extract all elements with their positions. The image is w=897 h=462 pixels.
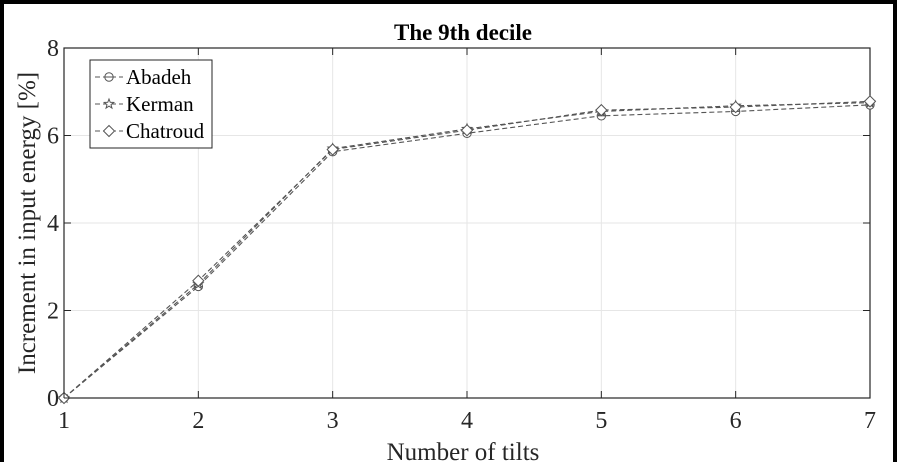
y-tick-label: 4 bbox=[47, 211, 59, 237]
data-point-chatroud bbox=[595, 103, 608, 117]
y-tick-label: 8 bbox=[47, 36, 59, 62]
legend-item: Chatroud bbox=[95, 119, 205, 143]
legend-item: Kerman bbox=[95, 92, 194, 116]
legend-marker bbox=[102, 97, 116, 110]
x-axis-label: Number of tilts bbox=[387, 439, 540, 462]
legend-label: Chatroud bbox=[126, 119, 205, 143]
x-tick-label: 3 bbox=[327, 408, 339, 434]
series-layer bbox=[57, 95, 877, 405]
y-tick-label: 6 bbox=[47, 124, 59, 150]
y-tick-label: 0 bbox=[47, 386, 59, 412]
x-tick-label: 5 bbox=[595, 408, 607, 434]
x-tick-label: 2 bbox=[192, 408, 204, 434]
chart-title: The 9th decile bbox=[394, 20, 532, 45]
legend-label: Kerman bbox=[126, 92, 194, 116]
legend-marker bbox=[102, 124, 116, 138]
tick-labels: 1 2 3 4 5 6 7 0 2 4 6 8 bbox=[47, 36, 876, 434]
data-point-chatroud bbox=[460, 124, 474, 137]
data-point-chatroud bbox=[863, 95, 877, 108]
legend-marker bbox=[104, 72, 114, 82]
data-point-chatroud bbox=[729, 100, 742, 114]
y-axis-label: Increment in input energy [%] bbox=[14, 72, 41, 374]
data-point-chatroud bbox=[326, 143, 339, 156]
x-tick-label: 1 bbox=[58, 408, 70, 434]
x-tick-label: 6 bbox=[730, 408, 742, 434]
legend: Abadeh Kerman Chatroud bbox=[89, 59, 213, 149]
legend-label: Abadeh bbox=[126, 65, 192, 89]
y-tick-label: 2 bbox=[47, 299, 59, 325]
series-chatroud bbox=[57, 95, 877, 405]
legend-item: Abadeh bbox=[95, 65, 192, 89]
x-tick-label: 4 bbox=[461, 408, 473, 434]
data-point-chatroud bbox=[192, 274, 205, 287]
x-tick-label: 7 bbox=[864, 408, 876, 434]
